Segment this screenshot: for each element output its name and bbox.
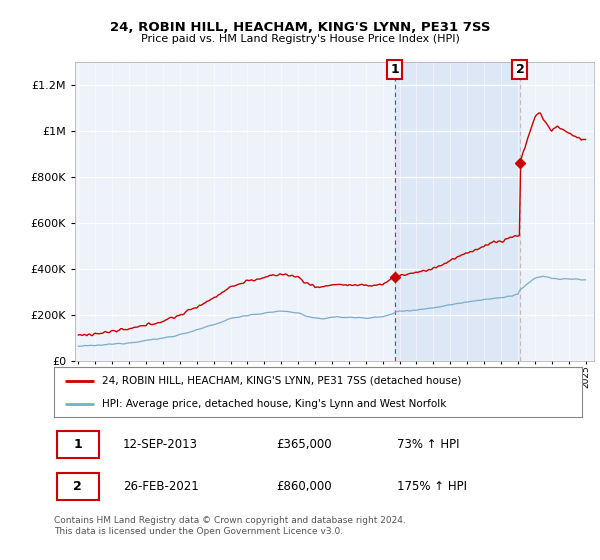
FancyBboxPatch shape: [56, 473, 99, 500]
Text: £365,000: £365,000: [276, 438, 331, 451]
Bar: [395, 62, 520, 361]
Text: 2: 2: [73, 480, 82, 493]
Text: £860,000: £860,000: [276, 480, 331, 493]
Text: 2: 2: [515, 63, 524, 76]
Text: 1: 1: [391, 63, 399, 76]
Text: HPI: Average price, detached house, King's Lynn and West Norfolk: HPI: Average price, detached house, King…: [101, 399, 446, 409]
Text: Price paid vs. HM Land Registry's House Price Index (HPI): Price paid vs. HM Land Registry's House …: [140, 34, 460, 44]
Text: 24, ROBIN HILL, HEACHAM, KING'S LYNN, PE31 7SS: 24, ROBIN HILL, HEACHAM, KING'S LYNN, PE…: [110, 21, 490, 34]
FancyBboxPatch shape: [56, 431, 99, 458]
Text: 73% ↑ HPI: 73% ↑ HPI: [397, 438, 460, 451]
Text: 26-FEB-2021: 26-FEB-2021: [122, 480, 199, 493]
Text: 1: 1: [73, 438, 82, 451]
Text: 24, ROBIN HILL, HEACHAM, KING'S LYNN, PE31 7SS (detached house): 24, ROBIN HILL, HEACHAM, KING'S LYNN, PE…: [101, 376, 461, 386]
Text: Contains HM Land Registry data © Crown copyright and database right 2024.
This d: Contains HM Land Registry data © Crown c…: [54, 516, 406, 536]
Text: 175% ↑ HPI: 175% ↑ HPI: [397, 480, 467, 493]
Text: 12-SEP-2013: 12-SEP-2013: [122, 438, 197, 451]
